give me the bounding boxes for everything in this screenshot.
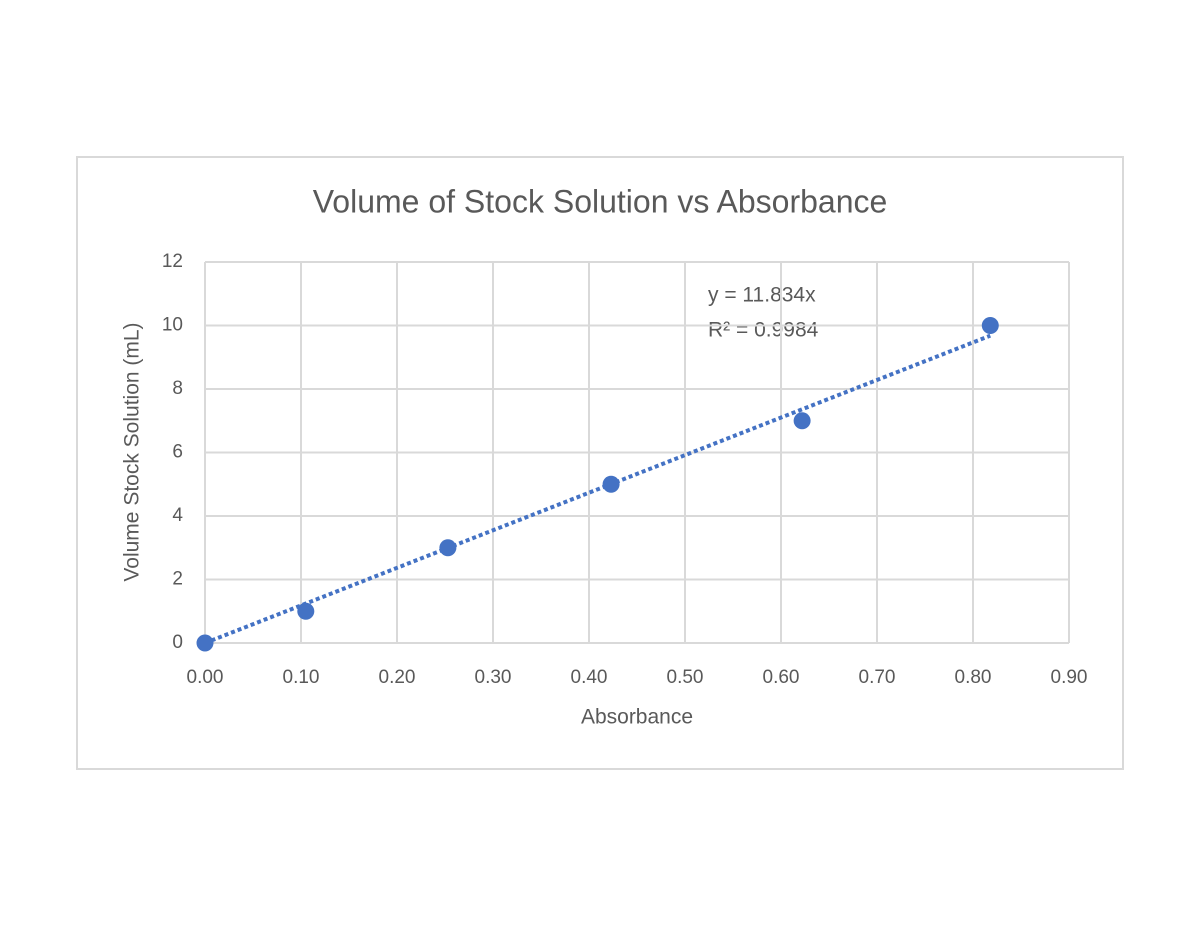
data-point — [793, 412, 811, 430]
x-tick-label: 0.00 — [187, 667, 224, 688]
x-tick-label: 0.60 — [763, 667, 800, 688]
y-tick-label: 6 — [172, 442, 183, 463]
x-tick-label: 0.50 — [667, 667, 704, 688]
x-axis-title: Absorbance — [581, 706, 693, 729]
x-tick-label: 0.20 — [379, 667, 416, 688]
y-tick-label: 8 — [172, 378, 183, 399]
data-point — [196, 634, 214, 652]
y-tick-label: 10 — [162, 315, 183, 336]
x-tick-label: 0.70 — [859, 667, 896, 688]
y-tick-label: 4 — [172, 505, 183, 526]
x-tick-label: 0.80 — [955, 667, 992, 688]
y-tick-label: 2 — [172, 569, 183, 590]
x-tick-label: 0.10 — [283, 667, 320, 688]
y-axis-title: Volume Stock Solution (mL) — [121, 322, 144, 581]
trendline-r2: R² = 0.9984 — [708, 319, 819, 342]
data-point — [602, 475, 620, 493]
x-tick-label: 0.40 — [571, 667, 608, 688]
trendline — [204, 333, 992, 645]
trendline-equation: y = 11.834x — [708, 284, 816, 307]
y-tick-label: 12 — [162, 251, 183, 272]
chart-title: Volume of Stock Solution vs Absorbance — [313, 183, 888, 219]
chart-border — [76, 156, 1124, 770]
data-point — [297, 602, 315, 620]
data-point — [981, 317, 999, 334]
data-point — [439, 539, 457, 557]
x-tick-label: 0.90 — [1051, 667, 1088, 688]
x-tick-label: 0.30 — [475, 667, 512, 688]
y-tick-label: 0 — [172, 632, 183, 653]
